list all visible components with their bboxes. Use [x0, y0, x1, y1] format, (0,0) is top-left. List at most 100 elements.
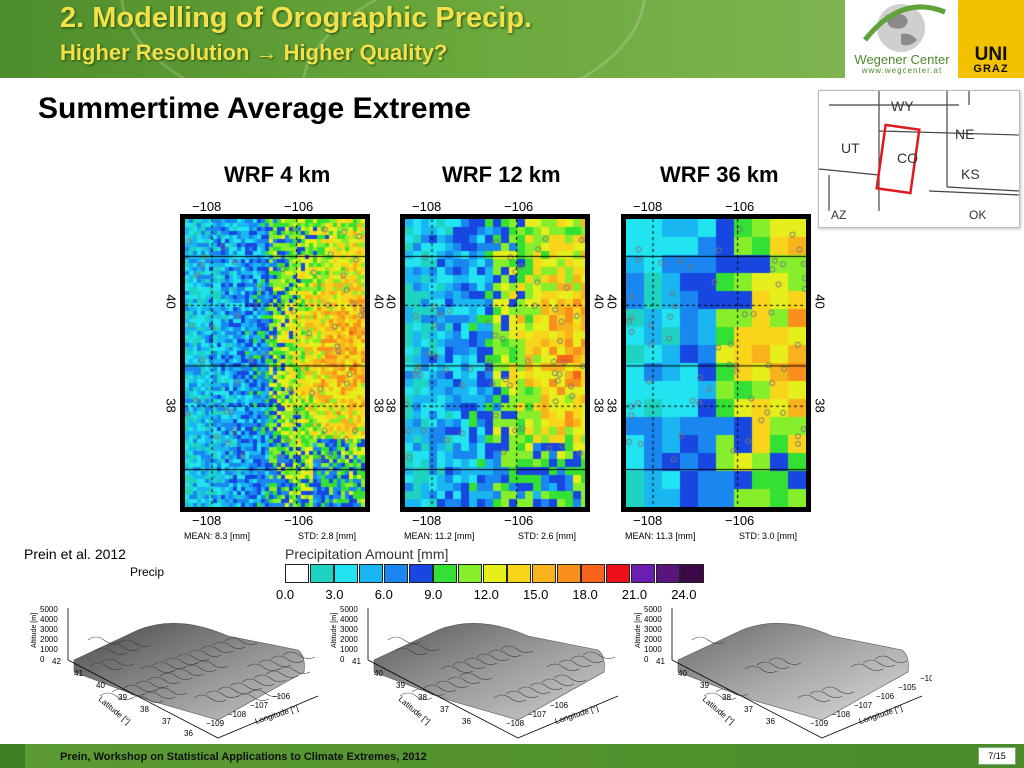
- latitude-tick: 38: [722, 693, 731, 702]
- altitude-tick: 0: [644, 655, 649, 664]
- colorbar-cell: [630, 564, 655, 583]
- colorbar-tick-label: 24.0: [671, 587, 697, 602]
- altitude-tick: 3000: [40, 625, 58, 634]
- longitude-tick: −105: [898, 683, 917, 692]
- lon-tick-label: −108: [192, 199, 222, 214]
- colorbar-tick-label: 15.0: [523, 587, 549, 602]
- colorbar-title: Precipitation Amount [mm]: [285, 546, 449, 562]
- slide-heading: Summertime Average Extreme: [38, 92, 471, 125]
- lon-tick-label: −108: [633, 513, 663, 528]
- state-label-wy: WY: [891, 98, 914, 114]
- panel-mean: MEAN: 11.2 [mm]: [404, 531, 475, 541]
- precip-map-1: [180, 214, 370, 512]
- colorbar-tick-label: 6.0: [374, 587, 393, 602]
- altitude-tick: 5000: [40, 605, 58, 614]
- panel-std: STD: 2.8 [mm]: [298, 531, 357, 541]
- altitude-tick: 2000: [340, 635, 358, 644]
- panel-mean: MEAN: 11.3 [mm]: [625, 531, 696, 541]
- longitude-tick: −104: [920, 674, 932, 683]
- altitude-tick: 1000: [340, 645, 358, 654]
- latitude-tick: 36: [184, 729, 193, 738]
- latitude-tick: 36: [462, 717, 471, 726]
- altitude-tick: 4000: [340, 615, 358, 624]
- longitude-tick: −107: [854, 701, 873, 710]
- citation: Prein et al. 2012: [24, 546, 126, 562]
- longitude-tick: −107: [250, 701, 269, 710]
- state-label-ks: KS: [961, 166, 980, 182]
- partial-precip-label: Precip: [130, 565, 165, 579]
- precip-field: [185, 219, 365, 507]
- altitude-tick: 1000: [644, 645, 662, 654]
- lon-tick-label: −108: [192, 513, 222, 528]
- colorbar-cell: [606, 564, 631, 583]
- lon-tick-label: −106: [725, 199, 755, 214]
- latitude-tick: 40: [374, 669, 383, 678]
- panel-std: STD: 3.0 [mm]: [739, 531, 798, 541]
- latitude-tick: 37: [162, 717, 171, 726]
- colorbar-cell: [581, 564, 606, 583]
- lon-tick-label: −106: [725, 513, 755, 528]
- graz-logo-text: GRAZ: [973, 63, 1009, 75]
- slide-subtitle: Higher Resolution → Higher Quality?: [60, 40, 448, 65]
- latitude-tick: 39: [118, 693, 127, 702]
- colorbar-cell: [334, 564, 359, 583]
- state-label-ut: UT: [841, 140, 860, 156]
- colorbar-cell: [309, 564, 334, 583]
- header-band: [0, 0, 845, 78]
- uni-logo-text: UNI: [974, 44, 1008, 65]
- lon-tick-label: −106: [504, 199, 534, 214]
- terrain-surface: [373, 622, 605, 721]
- panel-mean: MEAN: 8.3 [mm]: [184, 531, 251, 541]
- lon-tick-label: −106: [504, 513, 534, 528]
- colorbar-tick-label: 18.0: [572, 587, 598, 602]
- lat-tick-label: 40: [812, 294, 828, 309]
- latitude-tick: 37: [440, 705, 449, 714]
- state-label-ok: OK: [969, 208, 986, 222]
- altitude-axis-label: Altitude [m]: [31, 613, 38, 648]
- precip-field: [405, 219, 585, 507]
- lat-tick-label: 40: [604, 294, 620, 309]
- uni-graz-logo: [958, 0, 1024, 78]
- lon-tick-label: −108: [412, 199, 442, 214]
- colorbar-cell: [482, 564, 507, 583]
- precip-map-3: [621, 214, 811, 512]
- footer-text: Prein, Workshop on Statistical Applicati…: [60, 751, 427, 763]
- colorbar-cell: [383, 564, 408, 583]
- altitude-axis-label: Altitude [m]: [635, 613, 642, 648]
- latitude-tick: 40: [96, 681, 105, 690]
- panel-title-12km: WRF 12 km: [442, 162, 561, 187]
- colorbar-cell: [408, 564, 433, 583]
- altitude-tick: 3000: [340, 625, 358, 634]
- colorbar-cell: [556, 564, 581, 583]
- latitude-tick: 41: [656, 657, 665, 666]
- colorbar-cell: [507, 564, 532, 583]
- altitude-tick: 3000: [644, 625, 662, 634]
- latitude-tick: 41: [74, 669, 83, 678]
- longitude-tick: −108: [228, 710, 247, 719]
- terrain-surface: [73, 622, 305, 721]
- state-label-ne: NE: [955, 126, 974, 142]
- lon-tick-label: −108: [412, 513, 442, 528]
- colorbar-cell: [532, 564, 556, 583]
- page-number: 7/15: [978, 747, 1016, 765]
- lon-tick-label: −108: [633, 199, 663, 214]
- longitude-tick: −109: [810, 719, 829, 728]
- latitude-tick: 38: [140, 705, 149, 714]
- colorbar-tick-label: 0.0: [276, 587, 295, 602]
- lat-tick-label: 40: [163, 294, 179, 309]
- state-label-co: CO: [897, 150, 918, 166]
- latitude-tick: 40: [678, 669, 687, 678]
- wegener-center-logo: [845, 0, 958, 78]
- state-label-az: AZ: [831, 208, 846, 222]
- altitude-tick: 5000: [644, 605, 662, 614]
- panel-title-36km: WRF 36 km: [660, 162, 779, 187]
- altitude-axis-label: Altitude [m]: [331, 613, 338, 648]
- footer-left-bar: [0, 744, 25, 768]
- longitude-tick: −107: [528, 710, 547, 719]
- lat-tick-label: 40: [383, 294, 399, 309]
- lat-tick-label: 38: [812, 398, 828, 413]
- latitude-tick: 36: [766, 717, 775, 726]
